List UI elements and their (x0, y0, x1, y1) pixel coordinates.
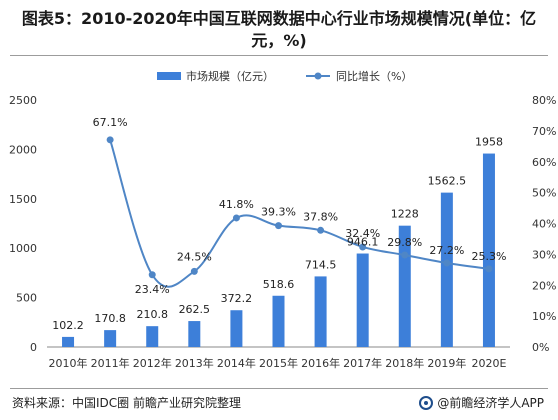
source-note: 资料来源：中国IDC圈 前瞻产业研究院整理 (12, 396, 241, 410)
legend-label-bars: 市场规模（亿元） (186, 69, 274, 83)
chart-title-line-2: 元，%) (251, 31, 307, 50)
y-right-tick-label: 0% (532, 341, 549, 354)
x-tick-label: 2019年 (427, 356, 466, 370)
bar (146, 326, 159, 347)
line-point (359, 243, 367, 251)
bar-value-label: 102.2 (52, 319, 84, 332)
line-value-label: 67.1% (93, 116, 128, 129)
y-right-tick-label: 50% (532, 187, 556, 200)
y-left-tick-label: 2500 (9, 94, 37, 107)
x-tick-label: 2017年 (343, 356, 382, 370)
y-right-tick-label: 70% (532, 125, 556, 138)
line-point (232, 214, 240, 222)
bar (62, 336, 75, 347)
bar (230, 310, 243, 347)
footer-divider (10, 388, 548, 389)
line-point (317, 226, 325, 234)
x-tick-label: 2010年 (49, 356, 88, 370)
x-tick-label: 2012年 (133, 356, 172, 370)
y-right-tick-label: 10% (532, 310, 556, 323)
legend-marker-line (314, 72, 322, 80)
line-value-label: 23.4% (135, 283, 170, 296)
chart-title: 图表5：2010-2020年中国互联网数据中心行业市场规模情况(单位：亿 元，%… (0, 8, 558, 52)
line-value-label: 41.8% (219, 198, 254, 211)
y-right-tick-label: 40% (532, 218, 556, 231)
y-right-tick-label: 30% (532, 248, 556, 261)
brand-logo-icon (419, 395, 434, 410)
line-point (401, 251, 409, 259)
brand-credit: @前瞻经济学人APP (419, 394, 544, 411)
bar-value-label: 1958 (475, 136, 503, 149)
chart-title-line-1: 图表5：2010-2020年中国互联网数据中心行业市场规模情况(单位：亿 (21, 9, 537, 28)
title-divider (10, 55, 548, 56)
x-tick-label: 2014年 (217, 356, 256, 370)
y-right-tick-label: 60% (532, 156, 556, 169)
line-value-label: 39.3% (261, 206, 296, 219)
bar-value-label: 262.5 (179, 303, 211, 316)
bar-value-label: 372.2 (221, 292, 253, 305)
y-left-tick-label: 500 (16, 292, 37, 305)
line-point (275, 222, 282, 230)
x-tick-label: 2011年 (91, 356, 130, 370)
x-tick-label: 2020E (471, 357, 506, 370)
y-right-tick-label: 80% (532, 94, 556, 107)
line-value-label: 32.4% (345, 227, 380, 240)
bar (356, 253, 369, 347)
line-point (485, 265, 493, 273)
brand-credit-text: @前瞻经济学人APP (437, 396, 544, 410)
legend-swatch-bars (157, 72, 181, 80)
line-point (106, 136, 114, 144)
line-point (148, 271, 156, 279)
line-value-label: 37.8% (303, 210, 338, 223)
bar (314, 276, 327, 347)
growth-line (109, 139, 490, 288)
y-left-tick-label: 1000 (9, 242, 37, 255)
bar-value-label: 170.8 (94, 312, 126, 325)
line-point (443, 259, 451, 267)
line-value-label: 24.5% (177, 250, 212, 263)
y-left-tick-label: 0 (30, 341, 37, 354)
legend-label-line: 同比增长（%） (336, 69, 412, 83)
line-point (190, 267, 198, 275)
y-right-tick-label: 20% (532, 279, 556, 292)
x-tick-label: 2013年 (175, 356, 214, 370)
bar (104, 330, 117, 347)
line-value-label: 25.3% (471, 250, 506, 263)
bar-value-label: 1562.5 (428, 175, 467, 188)
y-left-tick-label: 2000 (9, 143, 37, 156)
bar-value-label: 518.6 (263, 278, 295, 291)
bar (440, 192, 453, 347)
line-value-label: 27.2% (429, 244, 464, 257)
bar-value-label: 1228 (391, 208, 419, 221)
x-tick-label: 2016年 (301, 356, 340, 370)
line-value-label: 29.8% (387, 236, 422, 249)
x-tick-label: 2015年 (259, 356, 298, 370)
bar (188, 321, 201, 347)
bar-value-label: 714.5 (305, 258, 337, 271)
y-left-tick-label: 1500 (9, 193, 37, 206)
bar (272, 295, 285, 347)
bar-value-label: 946.1 (347, 236, 379, 249)
bar-value-label: 210.8 (136, 308, 168, 321)
bar (482, 153, 495, 347)
x-tick-label: 2018年 (385, 356, 424, 370)
